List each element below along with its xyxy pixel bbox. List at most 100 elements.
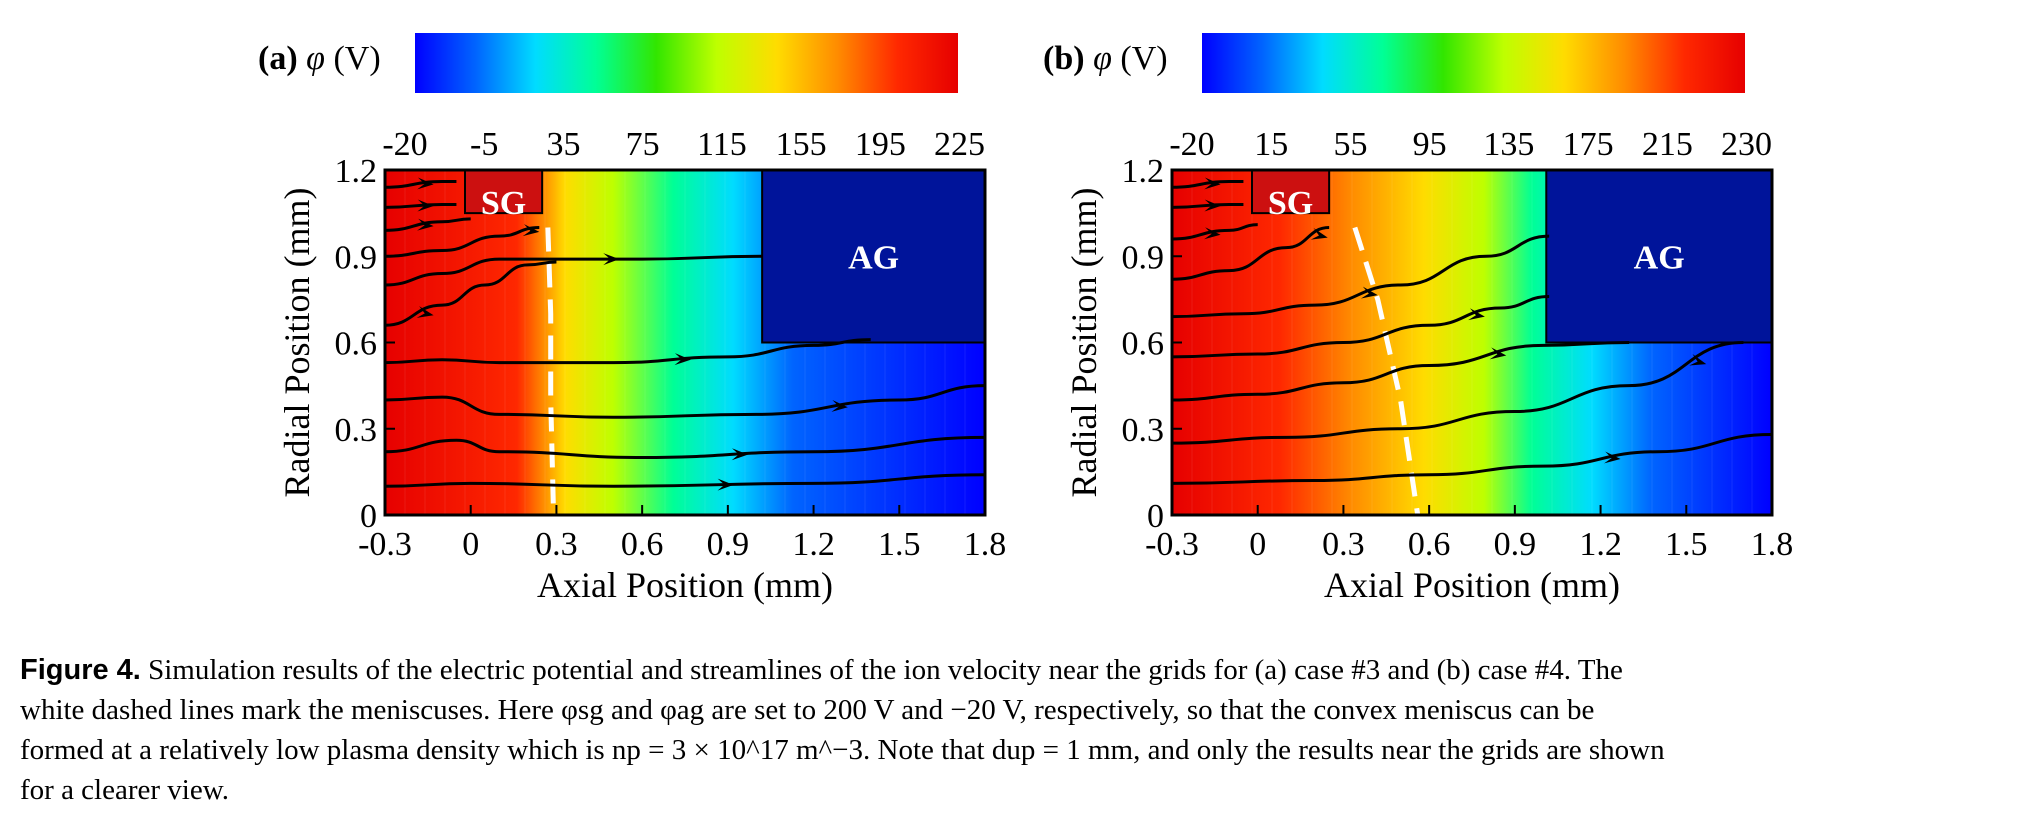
- meniscus-line: [1352, 226, 1421, 516]
- colorbar-tick-label: 195: [855, 126, 906, 163]
- y-tick-label: 0.3: [1122, 412, 1165, 449]
- streamline: [384, 338, 871, 365]
- streamline-arrow: [674, 353, 691, 366]
- streamline-arrow: [731, 448, 748, 461]
- sg-label: SG: [481, 185, 526, 222]
- x-tick-label: 0.3: [535, 526, 578, 563]
- streamline-arrow: [831, 399, 848, 412]
- y-tick-label: 0.9: [335, 239, 378, 276]
- ag-label: AG: [1634, 239, 1685, 276]
- colorbar-tick-label: -20: [382, 126, 427, 163]
- accel-grid: [761, 169, 987, 344]
- accel-grid: [1545, 169, 1774, 344]
- x-tick-label: 0.9: [707, 526, 750, 563]
- streamline: [1171, 341, 1630, 402]
- x-axis-label: Axial Position (mm): [1324, 565, 1620, 605]
- x-tick-label: 0: [1249, 526, 1266, 563]
- colorbar-tick-label: 155: [776, 126, 827, 163]
- phi-symbol: φ: [1093, 40, 1120, 77]
- ag-label: AG: [848, 239, 899, 276]
- panel-letter: (b): [1043, 40, 1093, 77]
- colorbar-tick-label: -20: [1169, 126, 1214, 163]
- y-tick-label: 0: [1147, 498, 1164, 535]
- streamline-arrow: [417, 218, 434, 231]
- streamline: [384, 226, 540, 258]
- caption-label: Figure 4.: [20, 654, 141, 686]
- colorbar-tick-label: 135: [1483, 126, 1534, 163]
- y-axis-label: Radial Position (mm): [1064, 188, 1104, 498]
- caption-line-4: for a clearer view.: [20, 774, 230, 806]
- streamline: [1171, 341, 1744, 445]
- y-tick-label: 0.6: [335, 326, 378, 363]
- streamline-arrow: [1360, 286, 1378, 299]
- colorbar: [415, 33, 958, 93]
- colorbar-tick-label: 230: [1721, 126, 1772, 163]
- caption-line-3: formed at a relatively low plasma densit…: [20, 734, 1665, 766]
- streamline-arrow: [603, 253, 620, 266]
- streamline-arrow: [1689, 353, 1707, 366]
- streamline-arrow: [1468, 308, 1485, 321]
- y-tick-label: 0.3: [335, 412, 378, 449]
- sg-label: SG: [1268, 185, 1313, 222]
- colorbar-tick-label: 115: [697, 126, 747, 163]
- x-tick-label: 1.8: [964, 526, 1007, 563]
- colorbar-tick-label: 35: [546, 126, 580, 163]
- streamline-arrow: [1204, 177, 1221, 190]
- streamline: [1171, 203, 1244, 209]
- colorbar-tick-label: 55: [1333, 126, 1367, 163]
- y-tick-label: 1.2: [335, 153, 378, 190]
- x-tick-label: 0.3: [1322, 526, 1365, 563]
- x-axis-label: Axial Position (mm): [537, 565, 833, 605]
- streamline-arrow: [417, 177, 434, 190]
- streamline: [384, 435, 986, 460]
- streamline: [384, 180, 457, 189]
- panel-a: (a) φ (V) -20 -5 35 75 115 155 195 225 SG AG -0.3 0 0…: [258, 33, 1006, 605]
- x-tick-label: 1.8: [1751, 526, 1794, 563]
- streamline-arrow: [1604, 451, 1621, 464]
- x-tick-label: -0.3: [358, 526, 412, 563]
- unit-label: (V): [1120, 40, 1167, 77]
- streamline-arrow: [717, 478, 734, 491]
- colorbar-tick-label: 15: [1254, 126, 1288, 163]
- caption-line-1: Figure 4. Simulation results of the elec…: [20, 650, 2020, 690]
- colorbar: [1202, 33, 1745, 93]
- streamline: [1171, 226, 1330, 281]
- streamline-arrow: [1310, 227, 1328, 240]
- y-tick-label: 0.6: [1122, 326, 1165, 363]
- colorbar-label: (b) φ (V): [1043, 40, 1168, 77]
- streamline: [1171, 223, 1258, 241]
- colorbar-tick-label: 175: [1563, 126, 1614, 163]
- caption-line-1-text: Simulation results of the electric poten…: [148, 654, 1623, 686]
- colorbar-tick-label: 225: [934, 126, 985, 163]
- streamline: [1171, 295, 1550, 359]
- x-tick-label: 0.9: [1494, 526, 1537, 563]
- x-tick-label: 0.6: [1408, 526, 1451, 563]
- screen-grid: [1251, 169, 1331, 215]
- streamline: [384, 217, 471, 232]
- streamline: [1171, 433, 1773, 485]
- streamline-arrow: [416, 306, 434, 318]
- streamline-arrow: [522, 224, 540, 237]
- streamline-arrow: [1489, 347, 1507, 360]
- x-tick-label: -0.3: [1145, 526, 1199, 563]
- x-tick-label: 1.5: [878, 526, 921, 563]
- caption-line-2: white dashed lines mark the meniscuses. …: [20, 694, 1595, 726]
- y-tick-label: 0: [360, 498, 377, 535]
- colorbar-tick-label: 75: [626, 126, 660, 163]
- y-tick-label: 1.2: [1122, 153, 1165, 190]
- x-tick-label: 1.2: [792, 526, 835, 563]
- streamline: [384, 203, 457, 209]
- meniscus-line: [545, 227, 557, 516]
- streamline: [384, 384, 986, 419]
- streamline-arrow: [1204, 227, 1221, 240]
- x-tick-label: 1.5: [1665, 526, 1708, 563]
- y-tick-label: 0.9: [1122, 239, 1165, 276]
- x-tick-label: 1.2: [1579, 526, 1622, 563]
- colorbar-tick-label: 215: [1642, 126, 1693, 163]
- colorbar-tick-label: -5: [470, 126, 498, 163]
- colorbar-tick-label: 95: [1413, 126, 1447, 163]
- screen-grid: [464, 169, 544, 215]
- colorbar-label: (a) φ (V): [258, 40, 381, 77]
- streamline: [384, 473, 986, 488]
